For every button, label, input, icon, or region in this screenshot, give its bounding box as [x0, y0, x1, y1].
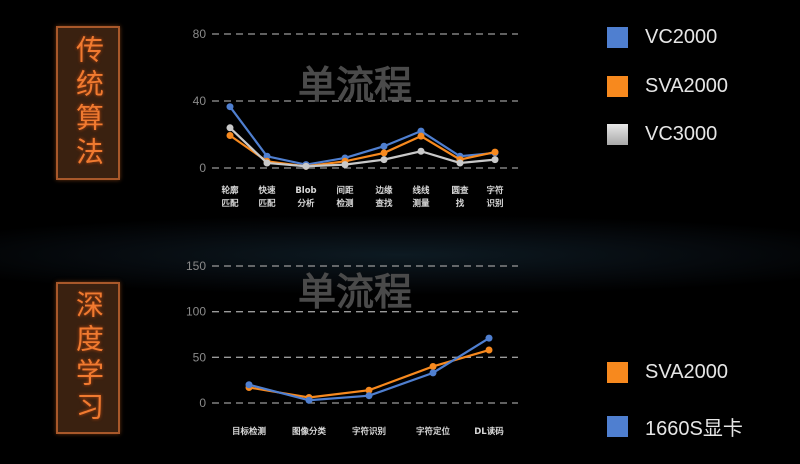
data-point: [485, 334, 493, 342]
x-tick-label: DL读码: [474, 426, 504, 437]
y-tick-label: 0: [199, 161, 206, 175]
x-tick-label: 边缘: [374, 185, 393, 196]
data-point: [429, 369, 437, 377]
x-tick-label: 轮廓: [221, 185, 239, 196]
x-tick-label: 识别: [486, 198, 503, 209]
x-tick-label: 查找: [374, 198, 393, 209]
series-line-VC3000: [229, 127, 496, 168]
data-point: [491, 156, 499, 164]
x-tick-label: 匹配: [258, 199, 276, 209]
data-point: [226, 103, 234, 111]
x-tick-label: Blob: [295, 186, 316, 196]
x-tick-label: 匹配: [221, 199, 239, 209]
data-point: [226, 124, 234, 132]
data-point: [226, 132, 234, 140]
legend-swatch-blue: [607, 416, 628, 437]
data-point: [485, 346, 493, 354]
x-tick-label: 字符: [486, 185, 504, 196]
data-point: [417, 147, 425, 155]
legend-swatch-gray: [607, 124, 628, 145]
x-tick-label: 线线: [412, 185, 430, 196]
y-tick-label: 100: [186, 305, 206, 319]
traditional-algorithm-label: 传统算法: [72, 35, 105, 171]
watermark: 单流程: [298, 63, 412, 107]
legend-item-sva2000-dl: SVA2000: [607, 361, 728, 384]
traditional-algorithm-label-box: 传统算法: [56, 26, 120, 180]
x-tick-label: 找: [456, 198, 465, 209]
x-tick-label: 目标检测: [232, 426, 267, 437]
data-point: [245, 381, 253, 389]
series-line-SVA2000: [229, 134, 496, 168]
x-tick-label: 图像分类: [292, 426, 327, 437]
y-tick-label: 40: [193, 94, 207, 108]
legend-label: SVA2000: [645, 361, 729, 383]
data-point: [263, 152, 271, 160]
y-tick-label: 0: [199, 396, 206, 410]
legend-label: 1660S显卡: [645, 418, 743, 440]
x-tick-label: 测量: [412, 198, 430, 209]
y-tick-label: 50: [193, 350, 207, 364]
legend-item-vc3000: VC3000: [607, 123, 717, 146]
data-point: [263, 159, 271, 167]
x-tick-label: 间距: [336, 185, 354, 196]
legend-item-sva2000: SVA2000: [607, 75, 728, 98]
x-tick-label: 字符识别: [352, 426, 386, 437]
data-point: [456, 159, 464, 167]
x-tick-label: 检测: [336, 198, 354, 209]
data-point: [302, 162, 310, 170]
data-point: [365, 392, 373, 400]
watermark: 单流程: [298, 270, 412, 314]
x-tick-label: 字符定位: [416, 426, 451, 437]
legend-item-vc2000: VC2000: [607, 26, 717, 49]
legend-item-1660s: 1660S显卡: [607, 412, 743, 441]
data-point: [491, 148, 499, 156]
legend-swatch-orange: [607, 362, 628, 383]
x-tick-label: 快速: [258, 185, 276, 196]
data-point: [417, 132, 425, 140]
legend-label: SVA2000: [645, 75, 729, 97]
data-point: [380, 149, 388, 157]
x-tick-label: 分析: [297, 198, 315, 209]
data-point: [380, 156, 388, 164]
deep-learning-label: 深度学习: [72, 290, 105, 426]
series-line-VC2000: [229, 106, 496, 166]
data-point: [341, 161, 349, 169]
legend-swatch-orange: [607, 76, 628, 97]
y-tick-label: 150: [186, 259, 206, 273]
data-point: [365, 386, 373, 394]
y-tick-label: 80: [193, 27, 207, 41]
x-tick-label: 圆查: [451, 185, 469, 196]
data-point: [305, 396, 313, 404]
data-point: [417, 127, 425, 135]
deep-learning-label-box: 深度学习: [56, 282, 120, 434]
data-point: [380, 142, 388, 150]
legend-label: VC3000: [645, 123, 718, 145]
legend-swatch-blue: [607, 27, 628, 48]
legend-label: VC2000: [645, 26, 718, 48]
data-point: [429, 362, 437, 370]
